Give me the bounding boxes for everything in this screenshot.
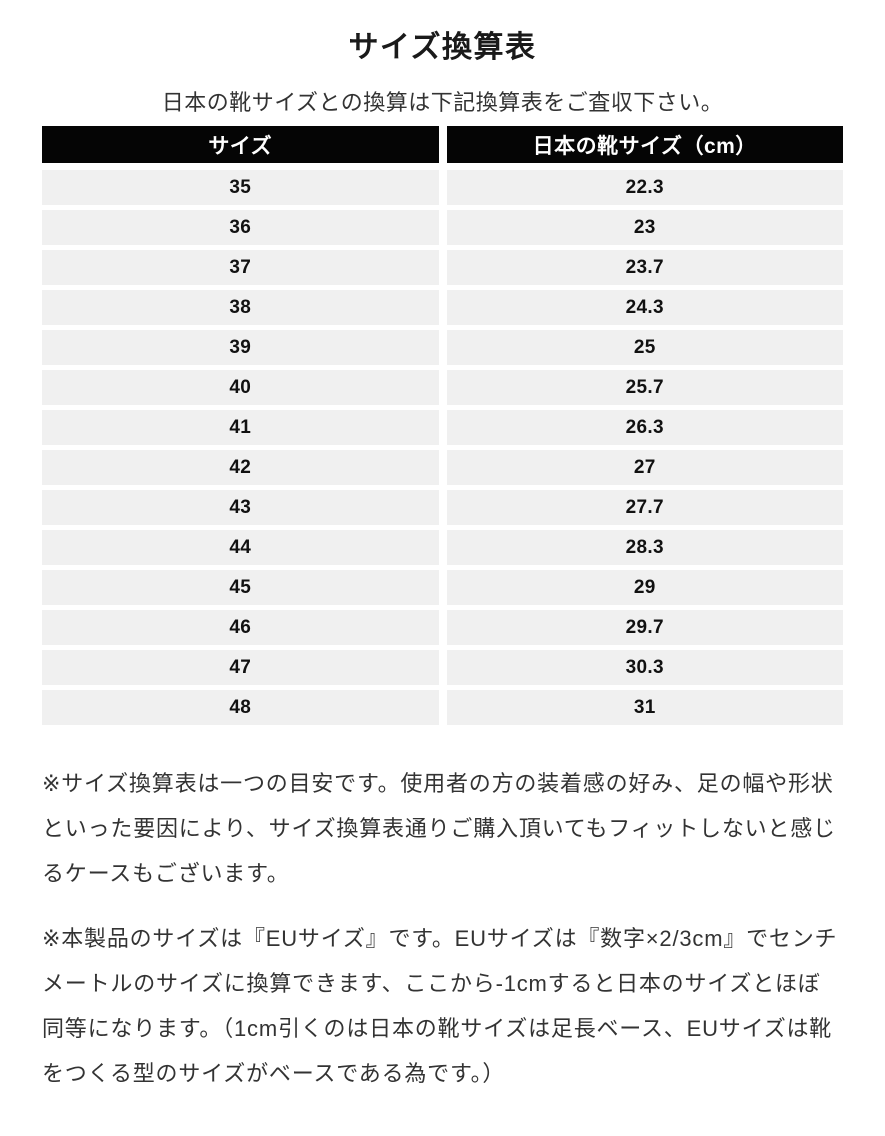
table-cell: 22.3 — [446, 170, 843, 205]
table-cell: 48 — [42, 690, 439, 725]
table-cell: 37 — [42, 250, 439, 285]
table-row: 44 28.3 — [42, 530, 843, 565]
table-cell: 25 — [446, 330, 843, 365]
table-cell: 40 — [42, 370, 439, 405]
table-row: 40 25.7 — [42, 370, 843, 405]
table-cell: 42 — [42, 450, 439, 485]
table-cell: 27.7 — [446, 490, 843, 525]
size-conversion-table: サイズ 日本の靴サイズ（cm） 35 22.3 36 23 37 23.7 38 24.3 39… — [42, 126, 843, 725]
table-cell: 41 — [42, 410, 439, 445]
table-cell: 24.3 — [446, 290, 843, 325]
table-row: 46 29.7 — [42, 610, 843, 645]
table-row: 37 23.7 — [42, 250, 843, 285]
table-cell: 30.3 — [446, 650, 843, 685]
table-cell: 23 — [446, 210, 843, 245]
table-cell: 36 — [42, 210, 439, 245]
table-row: 48 31 — [42, 690, 843, 725]
table-cell: 43 — [42, 490, 439, 525]
table-cell: 47 — [42, 650, 439, 685]
table-row: 47 30.3 — [42, 650, 843, 685]
table-row: 45 29 — [42, 570, 843, 605]
column-header-eu-size: サイズ — [42, 126, 439, 163]
notes-section: ※サイズ換算表は一つの目安です。使用者の方の装着感の好み、足の幅や形状といった要… — [42, 761, 843, 1096]
table-cell: 38 — [42, 290, 439, 325]
table-cell: 46 — [42, 610, 439, 645]
note-eu-size-explanation: ※本製品のサイズは『EUサイズ』です。EUサイズは『数字×2/3cm』でセンチメ… — [42, 926, 838, 1086]
table-row: 41 26.3 — [42, 410, 843, 445]
table-cell: 23.7 — [446, 250, 843, 285]
table-row: 35 22.3 — [42, 170, 843, 205]
page-subtitle: 日本の靴サイズとの換算は下記換算表をご査収下さい。 — [161, 90, 724, 115]
table-cell: 28.3 — [446, 530, 843, 565]
table-cell: 25.7 — [446, 370, 843, 405]
table-cell: 27 — [446, 450, 843, 485]
table-cell: 26.3 — [446, 410, 843, 445]
table-body: 35 22.3 36 23 37 23.7 38 24.3 39 25 40 25.7 41 26.3 42… — [42, 170, 843, 725]
table-cell: 35 — [42, 170, 439, 205]
table-row: 36 23 — [42, 210, 843, 245]
table-cell: 45 — [42, 570, 439, 605]
table-row: 43 27.7 — [42, 490, 843, 525]
table-cell: 39 — [42, 330, 439, 365]
table-cell: 29 — [446, 570, 843, 605]
note-guideline: ※サイズ換算表は一つの目安です。使用者の方の装着感の好み、足の幅や形状といった要… — [42, 771, 836, 886]
table-cell: 29.7 — [446, 610, 843, 645]
table-row: 39 25 — [42, 330, 843, 365]
column-header-jp-size: 日本の靴サイズ（cm） — [446, 126, 843, 163]
table-header-row: サイズ 日本の靴サイズ（cm） — [42, 126, 843, 163]
table-row: 38 24.3 — [42, 290, 843, 325]
table-cell: 44 — [42, 530, 439, 565]
size-conversion-page: サイズ換算表 日本の靴サイズとの換算は下記換算表をご査収下さい。 サイズ 日本の… — [0, 30, 885, 1136]
table-cell: 31 — [446, 690, 843, 725]
table-row: 42 27 — [42, 450, 843, 485]
page-title: サイズ換算表 — [348, 31, 537, 64]
